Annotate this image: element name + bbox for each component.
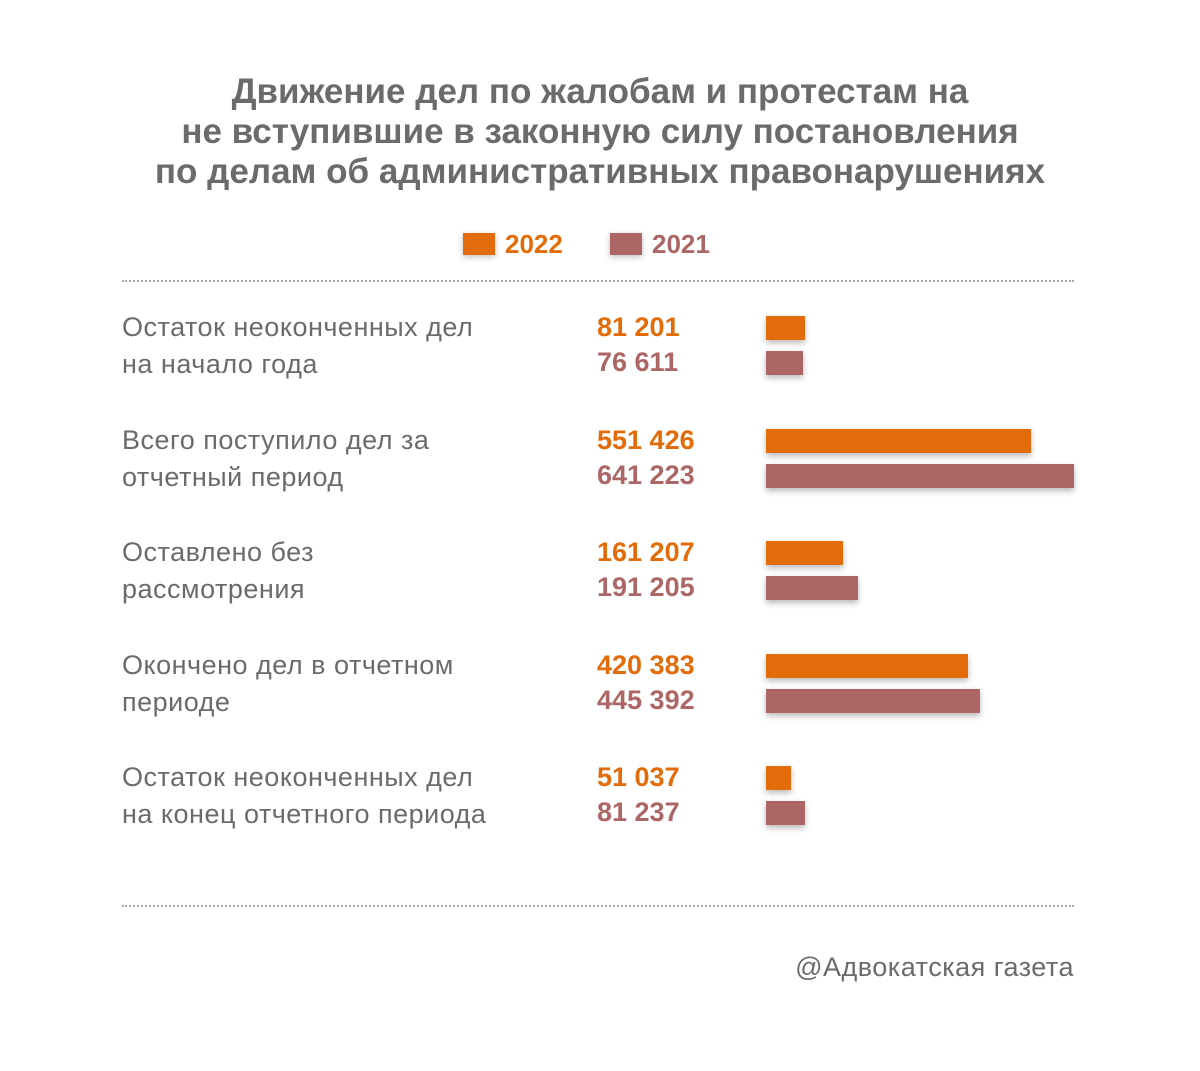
legend-label-2021: 2021 [652, 228, 710, 259]
credit-text: @Адвокатская газета [795, 952, 1074, 982]
category-label: Остаток неоконченных дел на начало года [122, 309, 562, 383]
category-label-line: на начало года [122, 349, 318, 379]
category-label: Остаток неоконченных дел на конец отчетно… [122, 759, 562, 833]
bar-2021 [766, 576, 858, 600]
bar-2022 [766, 541, 843, 565]
data-label-2022: 161 207 [597, 537, 695, 567]
bar-2021 [766, 688, 980, 713]
category-label-line: Всего поступило дел за [122, 424, 430, 455]
legend-swatch-2021 [610, 233, 642, 255]
bar-2022 [766, 766, 791, 790]
legend-item-2022: 2022 [463, 226, 563, 262]
bar-2022 [766, 316, 805, 340]
data-label-2021: 191 205 [597, 572, 695, 602]
legend-label-2022: 2022 [505, 228, 563, 259]
category-label-line: отчетный период [122, 461, 344, 492]
bar-2021 [766, 463, 1074, 488]
legend-swatch-2022 [463, 233, 495, 255]
category-label-line: Остаток неоконченных дел [122, 312, 474, 342]
category-label-line: на конец отчетного периода [122, 799, 487, 829]
category-label: Всего поступило дел за отчетный период [122, 422, 562, 496]
top-divider [122, 280, 1074, 282]
chart-title-line-2: не вступившие в законную силу постановле… [181, 112, 1019, 151]
data-label-2022: 551 426 [597, 424, 695, 455]
legend: 2022 2021 [0, 226, 1200, 262]
data-label-2022: 420 383 [597, 649, 695, 680]
chart-title-line-1: Движение дел по жалобам и протестам на [231, 72, 969, 111]
bottom-divider [122, 905, 1074, 907]
bar-2021 [766, 351, 803, 375]
data-label-2021: 641 223 [597, 459, 695, 490]
category-label-line: Оставлено без [122, 537, 314, 567]
legend-item-2021: 2021 [610, 226, 710, 262]
category-label: Окончено дел в отчетном периоде [122, 647, 562, 721]
data-label-2021: 76 611 [597, 347, 679, 377]
category-label-line: рассмотрения [122, 574, 306, 604]
category-label-line: периоде [122, 686, 231, 717]
data-label-2022: 51 037 [597, 762, 680, 792]
bar-2021 [766, 801, 805, 825]
category-label: Оставлено без рассмотрения [122, 534, 562, 608]
bar-2022 [766, 428, 1031, 453]
chart-title-line-3: по делам об административных правонаруше… [154, 152, 1046, 191]
data-label-2022: 81 201 [597, 312, 680, 342]
data-label-2021: 81 237 [597, 797, 680, 827]
chart-title: Движение дел по жалобам и протестам на н… [0, 72, 1200, 192]
bar-2022 [766, 653, 968, 678]
category-label-line: Окончено дел в отчетном [122, 649, 454, 680]
data-label-2021: 445 392 [597, 684, 695, 715]
category-label-line: Остаток неоконченных дел [122, 762, 474, 792]
